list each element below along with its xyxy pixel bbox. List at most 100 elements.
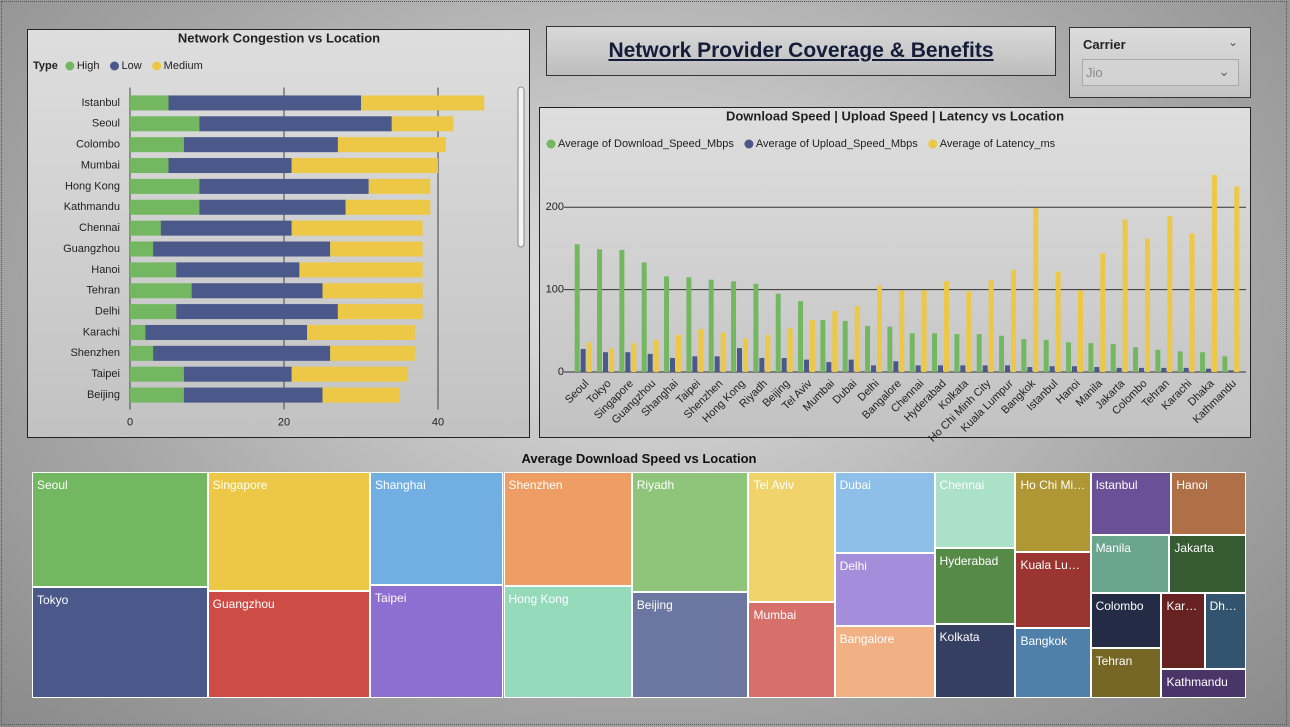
bar bbox=[199, 116, 392, 132]
bar bbox=[1189, 233, 1195, 372]
treemap-cell: Tokyo bbox=[32, 587, 208, 698]
bar bbox=[999, 335, 1005, 372]
bar bbox=[574, 244, 580, 372]
y-tick-label: Chennai bbox=[79, 222, 120, 234]
y-tick-label: Guangzhou bbox=[63, 243, 120, 255]
bar bbox=[160, 220, 292, 236]
treemap-cell: Riyadh bbox=[631, 472, 749, 592]
bar bbox=[168, 95, 361, 111]
y-tick-label: 200 bbox=[546, 201, 564, 213]
x-tick-label: 0 bbox=[127, 416, 133, 428]
bar bbox=[887, 326, 893, 372]
bar bbox=[698, 329, 704, 372]
bar bbox=[580, 348, 586, 372]
bar bbox=[982, 365, 988, 372]
bar bbox=[1200, 352, 1206, 372]
bar bbox=[1133, 347, 1139, 372]
y-tick-label: Beijing bbox=[87, 389, 120, 401]
treemap-cell: Kathmandu bbox=[1161, 668, 1246, 698]
chevron[interactable]: ⌄ bbox=[1227, 35, 1238, 49]
bar bbox=[291, 220, 423, 236]
bar bbox=[737, 348, 742, 372]
bar bbox=[625, 352, 631, 372]
bar bbox=[619, 250, 625, 372]
bar bbox=[153, 241, 331, 257]
bar bbox=[692, 356, 698, 372]
bar bbox=[199, 178, 369, 194]
bar bbox=[183, 387, 323, 403]
bar bbox=[1177, 351, 1183, 372]
bar bbox=[943, 281, 949, 372]
bar bbox=[183, 137, 338, 153]
treemap-cell: Ho Chi Minh City bbox=[1015, 472, 1091, 552]
bar bbox=[1155, 349, 1161, 372]
bar bbox=[1094, 367, 1100, 372]
legend-label: Average of Latency_ms bbox=[940, 138, 1056, 150]
legend-marker bbox=[546, 139, 556, 149]
bar bbox=[938, 365, 943, 372]
bar bbox=[368, 178, 431, 194]
bar bbox=[670, 357, 675, 372]
bar bbox=[899, 290, 905, 372]
bar bbox=[603, 352, 608, 372]
bar bbox=[988, 280, 994, 372]
bar bbox=[1139, 367, 1144, 372]
chart-title: Network Congestion vs Location bbox=[178, 30, 380, 45]
treemap-cell: Kolkata bbox=[934, 623, 1016, 698]
treemap-cell: Karachi bbox=[1161, 592, 1205, 669]
bar bbox=[871, 365, 876, 372]
bar bbox=[130, 116, 200, 132]
bar bbox=[291, 366, 408, 382]
bar bbox=[1116, 367, 1122, 372]
treemap: Seoul Tokyo Singapore Guangzhou Shanghai Taip… bbox=[32, 472, 1246, 698]
y-tick-label: Delhi bbox=[95, 306, 120, 318]
slicer[interactable]: Carrier ⌄ Jio ⌄ bbox=[1069, 27, 1251, 98]
legend-marker bbox=[65, 61, 75, 71]
treemap-cell: Shenzhen bbox=[503, 472, 632, 587]
treemap-cell: Guangzhou bbox=[207, 591, 371, 698]
bar bbox=[130, 178, 200, 194]
legend-marker bbox=[928, 139, 938, 149]
treemap-cell: Taipei bbox=[370, 585, 504, 698]
scrollbar[interactable] bbox=[517, 86, 525, 248]
bar bbox=[345, 199, 431, 215]
bar bbox=[708, 279, 714, 372]
bar bbox=[330, 345, 415, 361]
treemap-cell: Seoul bbox=[32, 472, 208, 588]
bar bbox=[909, 333, 915, 372]
bar bbox=[176, 304, 338, 320]
treemap-cell: Dubai bbox=[834, 472, 935, 553]
bar bbox=[1021, 339, 1027, 372]
bar bbox=[130, 137, 184, 153]
bar bbox=[130, 387, 184, 403]
bar bbox=[130, 262, 177, 278]
bar bbox=[586, 342, 592, 372]
bar bbox=[1183, 367, 1189, 372]
bar bbox=[145, 324, 308, 340]
bar bbox=[391, 116, 454, 132]
y-tick-label: Colombo bbox=[76, 139, 120, 151]
treemap-cell: Bangkok bbox=[1015, 628, 1091, 698]
slicer-label: Carrier bbox=[1083, 37, 1126, 52]
bar bbox=[893, 361, 899, 372]
y-tick-label: 0 bbox=[558, 366, 564, 378]
bar bbox=[759, 357, 765, 372]
bar bbox=[775, 293, 781, 372]
bar bbox=[876, 285, 882, 372]
bar bbox=[322, 387, 400, 403]
chart-title: Download Speed | Upload Speed | Latency … bbox=[726, 108, 1064, 123]
treemap-cell: Mumbai bbox=[748, 602, 835, 698]
bar bbox=[826, 362, 832, 372]
bar bbox=[199, 199, 346, 215]
dropdown[interactable]: Jio ⌄ bbox=[1082, 59, 1239, 86]
bar bbox=[361, 95, 485, 111]
bar bbox=[798, 301, 804, 372]
x-tick-label: 20 bbox=[278, 416, 290, 428]
bar bbox=[915, 365, 921, 372]
bar bbox=[183, 366, 292, 382]
y-tick-label: Kathmandu bbox=[64, 201, 120, 213]
bar bbox=[1122, 219, 1128, 372]
bar bbox=[1088, 343, 1094, 372]
